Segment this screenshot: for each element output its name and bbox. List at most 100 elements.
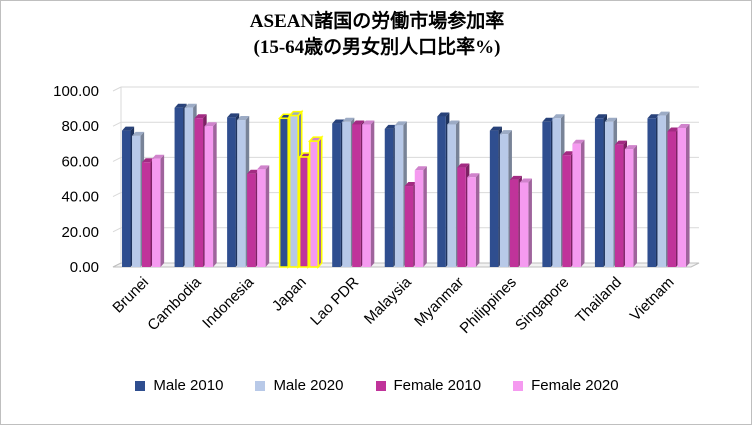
bar (237, 120, 246, 267)
bar-top (227, 113, 240, 118)
bar (489, 130, 499, 267)
bar-top (647, 114, 660, 119)
x-tick-label: Cambodia (144, 273, 205, 334)
gridline-side (112, 227, 122, 233)
bar-top (352, 120, 365, 125)
bar-top (624, 145, 638, 150)
bar (604, 121, 614, 267)
bar (184, 107, 194, 267)
bar (278, 117, 289, 268)
bar-side (423, 166, 427, 267)
bar (204, 126, 214, 267)
gridline-side (112, 156, 122, 162)
bar (332, 123, 341, 267)
bar-side (633, 145, 638, 267)
bar (342, 121, 351, 267)
x-tick-label: Thailand (572, 274, 625, 327)
bar-top (204, 122, 217, 127)
bar (457, 167, 466, 267)
legend-swatch (513, 380, 524, 391)
bar-side (370, 120, 375, 267)
bar-top (237, 116, 250, 121)
bar-side (160, 154, 165, 267)
y-tick-label: 60.00 (61, 153, 99, 170)
bar-side (685, 123, 690, 268)
legend-label: Male 2010 (153, 377, 224, 394)
bar-top (194, 114, 207, 119)
bar (404, 186, 414, 267)
bar (394, 125, 404, 267)
bar (362, 124, 371, 267)
bar-top (542, 117, 555, 122)
bar-top (499, 130, 512, 135)
x-tick-label: Singapore (512, 274, 572, 334)
x-tick-label: Lao PDR (307, 274, 362, 329)
x-tick-label: Vietnam (627, 274, 678, 325)
bar-top (414, 166, 427, 171)
bar-top (342, 117, 355, 122)
legend-swatch (375, 380, 386, 391)
bar (288, 114, 299, 268)
bar (132, 135, 141, 267)
bar-top (152, 154, 165, 159)
bar (447, 124, 456, 267)
legend-label: Female 2020 (531, 377, 619, 394)
bar (647, 118, 656, 267)
bar-top (657, 111, 670, 116)
bar (227, 117, 236, 268)
bar-top (257, 165, 270, 170)
bar-top (604, 117, 618, 122)
y-tick-label: 20.00 (61, 224, 99, 241)
chart-subtitle: (15-64歳の男女別人口比率%) (253, 37, 501, 58)
x-tick-label: Indonesia (199, 273, 257, 331)
bar-top (142, 158, 155, 163)
bar (437, 116, 446, 268)
bar-top (677, 123, 690, 128)
bar-top (437, 112, 450, 117)
bar (624, 149, 634, 267)
legend-label: Female 2010 (393, 377, 482, 394)
bar (509, 179, 519, 267)
bar-top (174, 103, 187, 108)
y-tick-label: 0.00 (70, 259, 99, 276)
bar (499, 134, 509, 267)
bar-top (509, 175, 522, 180)
bar-top (614, 140, 628, 145)
x-tick-label: Philippines (457, 274, 520, 337)
bar-top (184, 103, 197, 108)
bar (174, 107, 184, 267)
bar (152, 158, 161, 267)
x-tick-label: Malaysia (361, 273, 415, 327)
bar-top (362, 120, 375, 125)
bar-top (457, 163, 470, 168)
bar-top (332, 119, 345, 124)
legend-label: Male 2020 (273, 377, 344, 394)
bar-top (122, 126, 135, 131)
bar (414, 170, 424, 267)
chart-title: ASEAN諸国の労働市場参加率 (249, 11, 505, 32)
gridline-side (112, 121, 122, 127)
chart-legend: Male 2010 Male 2020 Female 2010 Female 2020 (1, 377, 751, 394)
bar-top (467, 173, 480, 178)
bar-top (552, 114, 565, 119)
bar (122, 130, 131, 267)
y-tick-label: 100.00 (53, 83, 99, 100)
bar (467, 177, 476, 267)
bar-top (572, 139, 585, 144)
bar (542, 121, 551, 267)
bar (552, 118, 561, 267)
bar-top (132, 131, 145, 136)
bar (657, 115, 666, 267)
bar (298, 156, 309, 268)
legend-item: Female 2010 (375, 377, 482, 394)
y-tick-label: 40.00 (61, 189, 99, 206)
bar-top (394, 121, 407, 126)
bar-side (528, 178, 532, 267)
bar-top (447, 120, 460, 125)
bar-top (667, 127, 680, 132)
bar-top (384, 124, 397, 129)
bar (677, 127, 686, 268)
bar (142, 162, 151, 267)
bar (614, 144, 624, 267)
